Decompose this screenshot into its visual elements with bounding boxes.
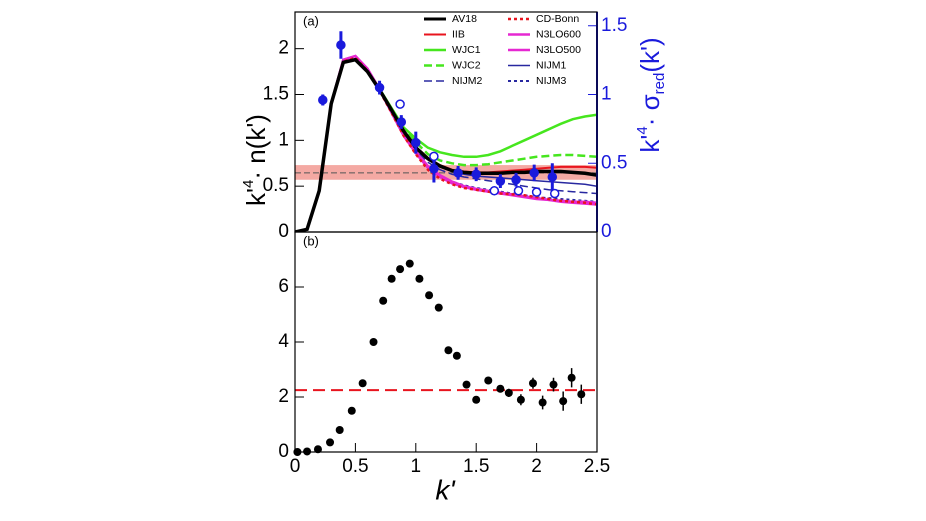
- panel-label: (b): [303, 233, 319, 248]
- legend-label: NIJM2: [452, 75, 482, 87]
- panel-frame: [294, 231, 598, 453]
- axis-label-part: · n(k'): [241, 114, 271, 180]
- legend-label: NIJM1: [536, 59, 566, 71]
- axis-label-part: k': [241, 188, 271, 206]
- data-point: [484, 376, 493, 385]
- model-curve: [295, 54, 597, 232]
- data-point: [452, 351, 461, 360]
- data-point: [549, 188, 560, 199]
- data-point: [547, 172, 558, 182]
- data-point: [453, 168, 463, 178]
- y-tick-label: 0: [278, 441, 289, 462]
- y2-tick-label: 1: [601, 84, 612, 105]
- y2-tick-label: 1.5: [601, 15, 627, 36]
- y-tick-label: 0.5: [263, 175, 289, 196]
- data-point: [472, 395, 481, 404]
- data-point: [396, 117, 407, 127]
- data-point: [358, 379, 367, 388]
- axis-label-part: (k'): [635, 37, 665, 72]
- data-point: [429, 151, 439, 162]
- y-tick-label: 2: [278, 38, 289, 59]
- y-tick-label: 1: [278, 129, 289, 150]
- data-point: [387, 274, 396, 283]
- data-point: [313, 445, 322, 454]
- data-point: [395, 99, 405, 109]
- legend-label: WJC2: [452, 59, 481, 71]
- y-tick-label: 6: [278, 276, 289, 297]
- axis-label: k'4· σred(k'): [634, 37, 668, 152]
- legend-label: NIJM3: [536, 75, 566, 87]
- data-point: [496, 384, 505, 393]
- x-axis-label: k': [435, 474, 456, 505]
- x-tick-label: 0: [290, 456, 301, 477]
- data-point: [559, 397, 568, 406]
- x-tick-label: 2: [531, 456, 542, 477]
- data-point: [318, 95, 328, 105]
- data-point: [549, 380, 558, 389]
- data-point: [529, 168, 539, 178]
- data-point: [434, 303, 443, 312]
- data-point: [405, 259, 414, 268]
- axis-label-part: k': [635, 135, 665, 153]
- model-curve: [295, 57, 597, 232]
- axis-label-part: 4: [634, 126, 651, 134]
- data-point: [429, 164, 439, 174]
- data-point: [369, 338, 378, 346]
- x-tick-label: 1.5: [463, 456, 489, 477]
- data-point: [538, 398, 547, 407]
- legend-label: IIB: [452, 28, 465, 40]
- data-point: [577, 390, 586, 399]
- data-point: [504, 388, 513, 397]
- x-tick-label: 0.5: [342, 456, 368, 477]
- y2-tick-label: 0: [601, 221, 612, 242]
- data-point: [516, 395, 525, 404]
- data-point: [336, 40, 346, 50]
- legend-label: WJC1: [452, 44, 481, 56]
- data-point: [528, 379, 537, 388]
- y-tick-label: 1.5: [263, 84, 289, 105]
- legend-label: AV18: [452, 13, 477, 25]
- data-point: [379, 296, 388, 305]
- data-point: [567, 373, 576, 382]
- y-tick-label: 4: [278, 331, 289, 352]
- data-point: [347, 406, 356, 415]
- data-point: [335, 426, 344, 434]
- data-point: [444, 346, 453, 355]
- x-tick-label: 2.5: [584, 456, 610, 477]
- axis-label-part: · σ: [635, 94, 665, 126]
- data-point: [471, 169, 481, 179]
- data-point: [374, 82, 385, 93]
- axis-label-part: 4: [240, 180, 257, 188]
- y-tick-label: 2: [278, 386, 289, 407]
- y2-tick-label: 0.5: [601, 152, 627, 173]
- axis-label: k'4· n(k'): [240, 114, 270, 206]
- y-tick-label: 0: [278, 221, 289, 242]
- data-point: [415, 274, 424, 283]
- data-point: [425, 291, 434, 300]
- data-point: [411, 137, 421, 148]
- data-point: [489, 186, 500, 196]
- data-point: [396, 265, 405, 274]
- legend-label: N3LO500: [536, 44, 581, 56]
- data-point: [462, 380, 471, 389]
- data-point: [531, 187, 542, 197]
- legend-label: CD-Bonn: [536, 13, 579, 25]
- legend-label: N3LO600: [536, 28, 581, 40]
- uncertainty-band: [295, 165, 597, 180]
- data-point: [326, 438, 335, 447]
- panel-label: (a): [303, 13, 319, 28]
- data-point: [511, 175, 521, 185]
- data-point: [495, 176, 506, 186]
- data-point: [513, 186, 524, 196]
- axis-label-part: red: [651, 73, 668, 95]
- x-tick-label: 1: [411, 456, 422, 477]
